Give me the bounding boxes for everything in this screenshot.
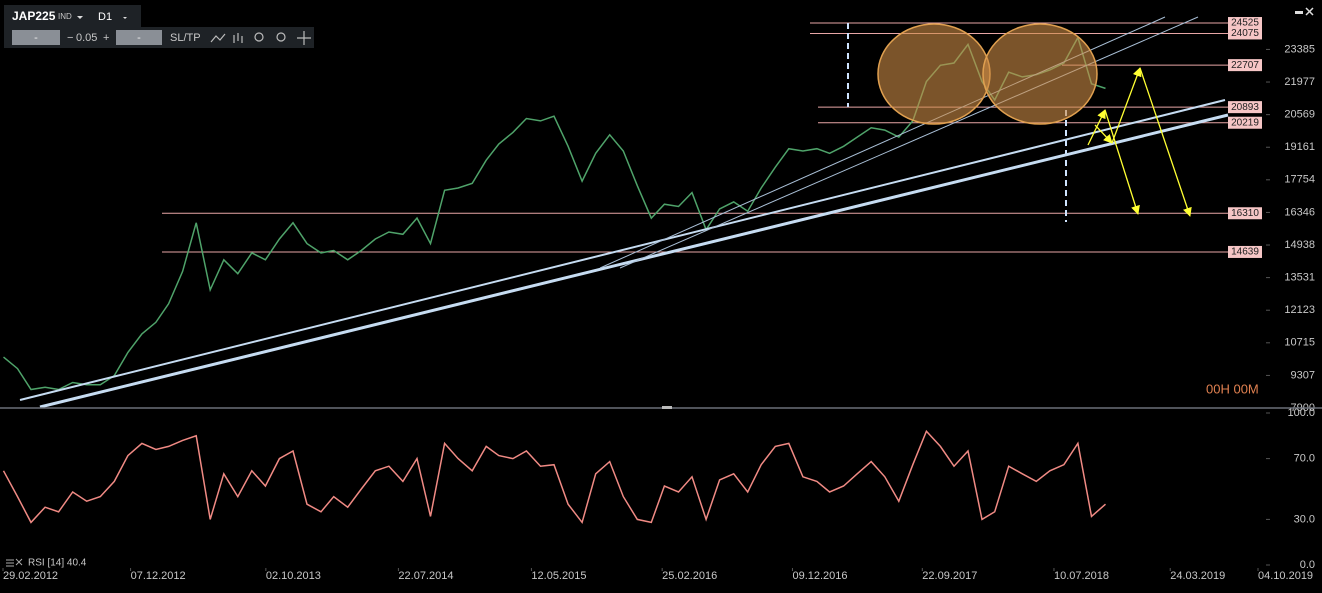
minus-button[interactable]: −: [67, 32, 73, 44]
resize-handle[interactable]: [662, 406, 672, 409]
tool-icons[interactable]: [210, 31, 311, 45]
plus-button[interactable]: +: [103, 32, 109, 44]
level-label-bg: [1228, 101, 1262, 114]
level-label-bg: [1228, 116, 1262, 129]
highlight-ellipse: [877, 23, 991, 125]
level-label-bg: [1228, 17, 1262, 30]
level-label-bg: [1228, 207, 1262, 220]
bar-tool[interactable]: [233, 33, 243, 43]
trend-line: [39, 113, 1229, 409]
y-tick-label: 10715: [1284, 337, 1315, 349]
countdown: 00H 00M: [1206, 381, 1259, 396]
toolbar: JAP225 IND D1 - − 0.05 + - SL/TP: [4, 5, 1314, 48]
input-box[interactable]: [116, 30, 162, 45]
drawings: [19, 16, 1229, 409]
rsi-pane: 0.0 30.0 70.0 100.0: [2, 407, 1315, 571]
trend-line: [619, 16, 1199, 269]
level-label: 22707: [1231, 60, 1259, 71]
x-tick-label: 29.02.2012: [3, 570, 58, 582]
step: 0.05: [76, 32, 97, 44]
highlight-ellipse: [982, 23, 1098, 125]
timeframe[interactable]: D1: [98, 11, 112, 23]
line-tool[interactable]: [210, 33, 226, 43]
close[interactable]: [1305, 7, 1314, 16]
y-tick-label: 19161: [1284, 141, 1315, 153]
x-tick-label: 22.09.2017: [922, 570, 977, 582]
market: IND: [58, 12, 72, 21]
y-tick-label: 12123: [1284, 304, 1315, 316]
x-tick-label: 22.07.2014: [398, 570, 453, 582]
level-label: 20219: [1231, 117, 1259, 128]
x-tick-label: 02.10.2013: [266, 570, 321, 582]
symbol[interactable]: JAP225: [12, 9, 56, 23]
sltp-button[interactable]: SL/TP: [170, 32, 201, 44]
arrow: [1139, 67, 1192, 217]
y-tick-label: 13531: [1284, 272, 1315, 284]
arrow: [1111, 67, 1142, 144]
y-tick-label: 30.0: [1294, 513, 1315, 525]
y-tick-label: 70.0: [1294, 453, 1315, 465]
level-label-bg: [1228, 59, 1262, 72]
arrow: [1094, 124, 1113, 144]
minimize[interactable]: [1295, 11, 1303, 14]
y-tick-label: 21977: [1284, 76, 1315, 88]
x-tick-label: 04.10.2019: [1258, 570, 1313, 582]
level-label: 16310: [1231, 208, 1259, 219]
y-tick-label: 14938: [1284, 239, 1315, 251]
trend-line: [19, 99, 1226, 401]
zoom-in[interactable]: [276, 32, 286, 42]
toolbar-bg: [4, 5, 141, 28]
price-pane: 7900930710715121231353114938163461775419…: [3, 17, 1315, 414]
y-tick-label: 16346: [1284, 206, 1315, 218]
y-tick-label: 9307: [1291, 369, 1315, 381]
zoom-out[interactable]: [254, 32, 264, 42]
x-tick-label: 10.07.2018: [1054, 570, 1109, 582]
y-tick-label: 20569: [1284, 109, 1315, 121]
x-tick-label: 07.12.2012: [131, 570, 186, 582]
x-tick-label: 24.03.2019: [1170, 570, 1225, 582]
rsi-label: RSI [14] 40.4: [28, 558, 87, 569]
y-tick-label: 0.0: [1300, 559, 1315, 571]
y-tick-label: 17754: [1284, 174, 1315, 186]
input-value: -: [34, 32, 38, 44]
input-value: -: [137, 32, 141, 44]
arrow: [1104, 109, 1140, 215]
input-box[interactable]: [12, 30, 60, 45]
x-tick-label: 25.02.2016: [662, 570, 717, 582]
window-icons: [1295, 7, 1314, 16]
level-label-bg: [1228, 27, 1262, 40]
level-label: 24075: [1231, 28, 1259, 39]
crosshair[interactable]: [297, 31, 311, 45]
rsi-line: [2, 429, 1106, 525]
projection-arrows: [1087, 67, 1192, 217]
y-tick-label: 23385: [1284, 43, 1315, 55]
dropdown-icons[interactable]: [77, 16, 127, 19]
level-label: 20893: [1231, 102, 1259, 113]
level-label: 14639: [1231, 247, 1259, 258]
x-tick-label: 12.05.2015: [531, 570, 586, 582]
y-tick-label: 100.0: [1287, 407, 1315, 419]
x-tick-label: 09.12.2016: [792, 570, 847, 582]
rsi-icons[interactable]: [6, 558, 23, 567]
level-label: 24525: [1231, 18, 1259, 29]
level-label-bg: [1228, 245, 1262, 258]
